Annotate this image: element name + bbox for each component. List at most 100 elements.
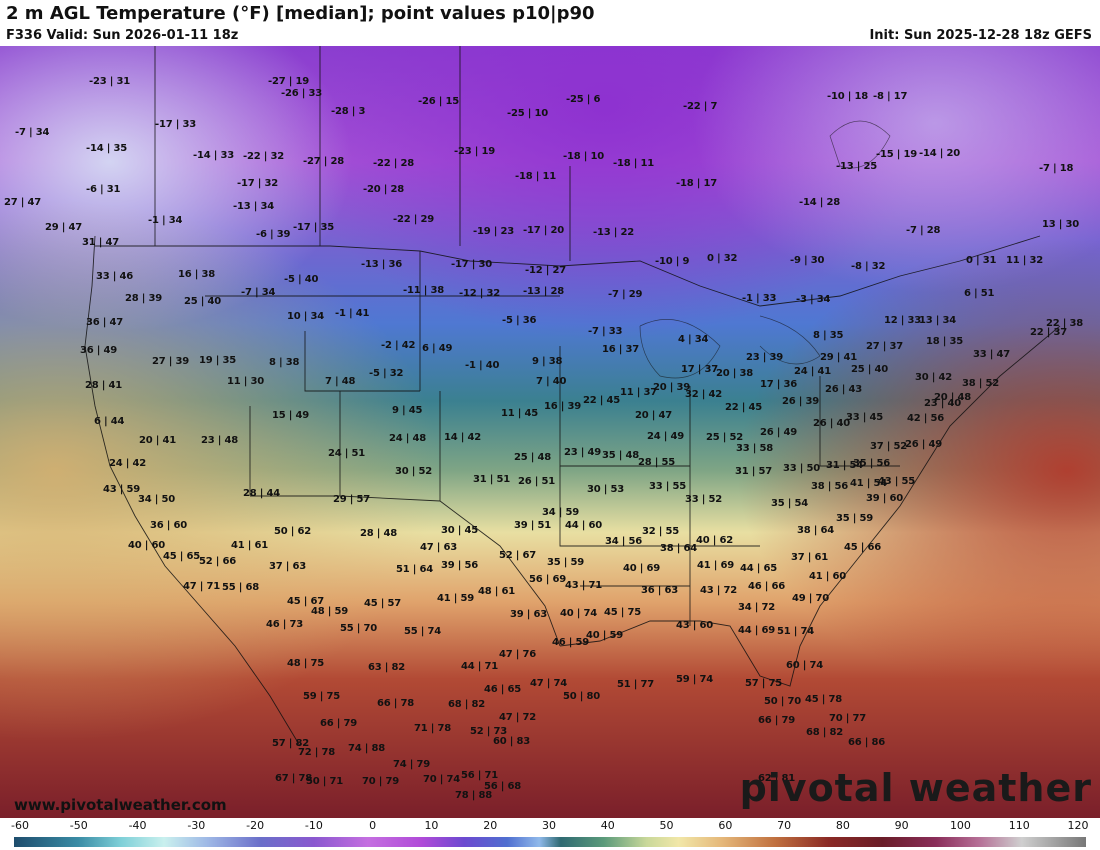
point-value: -17 | 32 [237,178,278,189]
point-value: 30 | 42 [915,372,953,383]
point-value: 43 | 55 [878,476,916,487]
point-value: -14 | 33 [193,150,234,161]
point-value: -23 | 19 [454,146,495,157]
point-value: 30 | 53 [587,484,625,495]
point-value: 44 | 65 [740,563,778,574]
point-value: -8 | 17 [873,91,908,102]
point-value: 41 | 61 [231,540,269,551]
point-value: -22 | 32 [243,151,284,162]
point-value: 30 | 45 [441,525,479,536]
point-value: 45 | 67 [287,596,325,607]
point-value: -13 | 34 [233,201,274,212]
point-value: 24 | 42 [109,458,147,469]
point-value: 39 | 51 [514,520,552,531]
color-scale-label: 100 [949,819,971,832]
point-value: 35 | 48 [602,450,640,461]
point-value: 70 | 79 [362,776,400,787]
color-scale-label: -60 [11,819,29,832]
point-value: -17 | 20 [523,225,564,236]
point-value: 38 | 64 [660,543,698,554]
point-value: 31 | 57 [735,466,773,477]
point-value: 16 | 39 [544,401,582,412]
point-value: 60 | 74 [786,660,824,671]
point-value: 47 | 71 [183,581,221,592]
point-value: -27 | 28 [303,156,344,167]
point-value: 11 | 32 [1006,255,1044,266]
point-value: 37 | 52 [870,441,908,452]
point-value: -1 | 34 [148,215,183,226]
point-value: 4 | 34 [678,334,709,345]
color-scale-label: 110 [1008,819,1030,832]
point-value: 31 | 51 [473,474,511,485]
point-value: 51 | 74 [777,626,815,637]
point-value: 32 | 55 [642,526,680,537]
point-value: -12 | 27 [525,265,566,276]
point-value: 34 | 50 [138,494,176,505]
point-value: 50 | 70 [764,696,802,707]
point-value: 47 | 63 [420,542,458,553]
point-value: 55 | 68 [222,582,260,593]
point-value: -14 | 28 [799,197,840,208]
point-value: -13 | 28 [523,286,564,297]
point-value: 43 | 60 [676,620,714,631]
point-value: 27 | 39 [152,356,190,367]
point-value: -23 | 31 [89,76,130,87]
point-value: 46 | 66 [748,581,786,592]
point-value: 17 | 36 [760,379,798,390]
point-value: 63 | 82 [368,662,406,673]
point-value: 28 | 48 [360,528,398,539]
point-value: 46 | 65 [484,684,522,695]
point-value: 46 | 73 [266,619,304,630]
point-value: 47 | 72 [499,712,537,723]
point-value: 6 | 51 [964,288,995,299]
point-value: 35 | 59 [836,513,874,524]
point-value: 57 | 75 [745,678,783,689]
point-value: 17 | 37 [681,364,719,375]
point-value: 24 | 51 [328,448,366,459]
color-scale-label: 40 [600,819,615,832]
point-value: 46 | 59 [552,637,590,648]
point-value: 55 | 74 [404,626,442,637]
point-value: -7 | 29 [608,289,643,300]
point-value: 40 | 59 [586,630,624,641]
point-value: 40 | 60 [128,540,166,551]
point-value: 10 | 34 [287,311,325,322]
point-value: 33 | 47 [973,349,1011,360]
color-scale-label: 10 [424,819,439,832]
point-value: 35 | 59 [547,557,585,568]
point-value: 33 | 52 [685,494,723,505]
brand-logo: pivotal weather [739,766,1092,810]
point-value: 8 | 38 [269,357,300,368]
point-value: 38 | 52 [962,378,1000,389]
point-value: 36 | 63 [641,585,679,596]
point-value: -13 | 25 [836,161,877,172]
point-value: 33 | 45 [846,412,884,423]
point-value: 26 | 39 [782,396,820,407]
point-value: 18 | 35 [926,336,964,347]
point-value: -7 | 33 [588,326,623,337]
point-value: 48 | 61 [478,586,516,597]
point-value: 48 | 75 [287,658,325,669]
point-value: 41 | 54 [850,478,888,489]
point-value: 44 | 69 [738,625,776,636]
point-value: -25 | 10 [507,108,548,119]
point-value: 19 | 35 [199,355,237,366]
point-value: -20 | 28 [363,184,404,195]
point-value: 41 | 69 [697,560,735,571]
point-value: 28 | 55 [638,457,676,468]
color-scale-label: 120 [1067,819,1089,832]
color-scale-label: -40 [128,819,147,832]
point-value: 36 | 47 [86,317,124,328]
point-value: -1 | 40 [465,360,500,371]
point-value: 28 | 44 [243,488,281,499]
point-value: -18 | 10 [563,151,604,162]
point-value: 40 | 69 [623,563,661,574]
point-value: 45 | 66 [844,542,882,553]
point-value: 27 | 47 [4,197,42,208]
point-value: 45 | 65 [163,551,201,562]
point-value: 0 | 31 [966,255,997,266]
point-value: 33 | 58 [736,443,774,454]
point-value: 45 | 78 [805,694,843,705]
point-value: 70 | 77 [829,713,867,724]
color-scale-label: 30 [542,819,556,832]
